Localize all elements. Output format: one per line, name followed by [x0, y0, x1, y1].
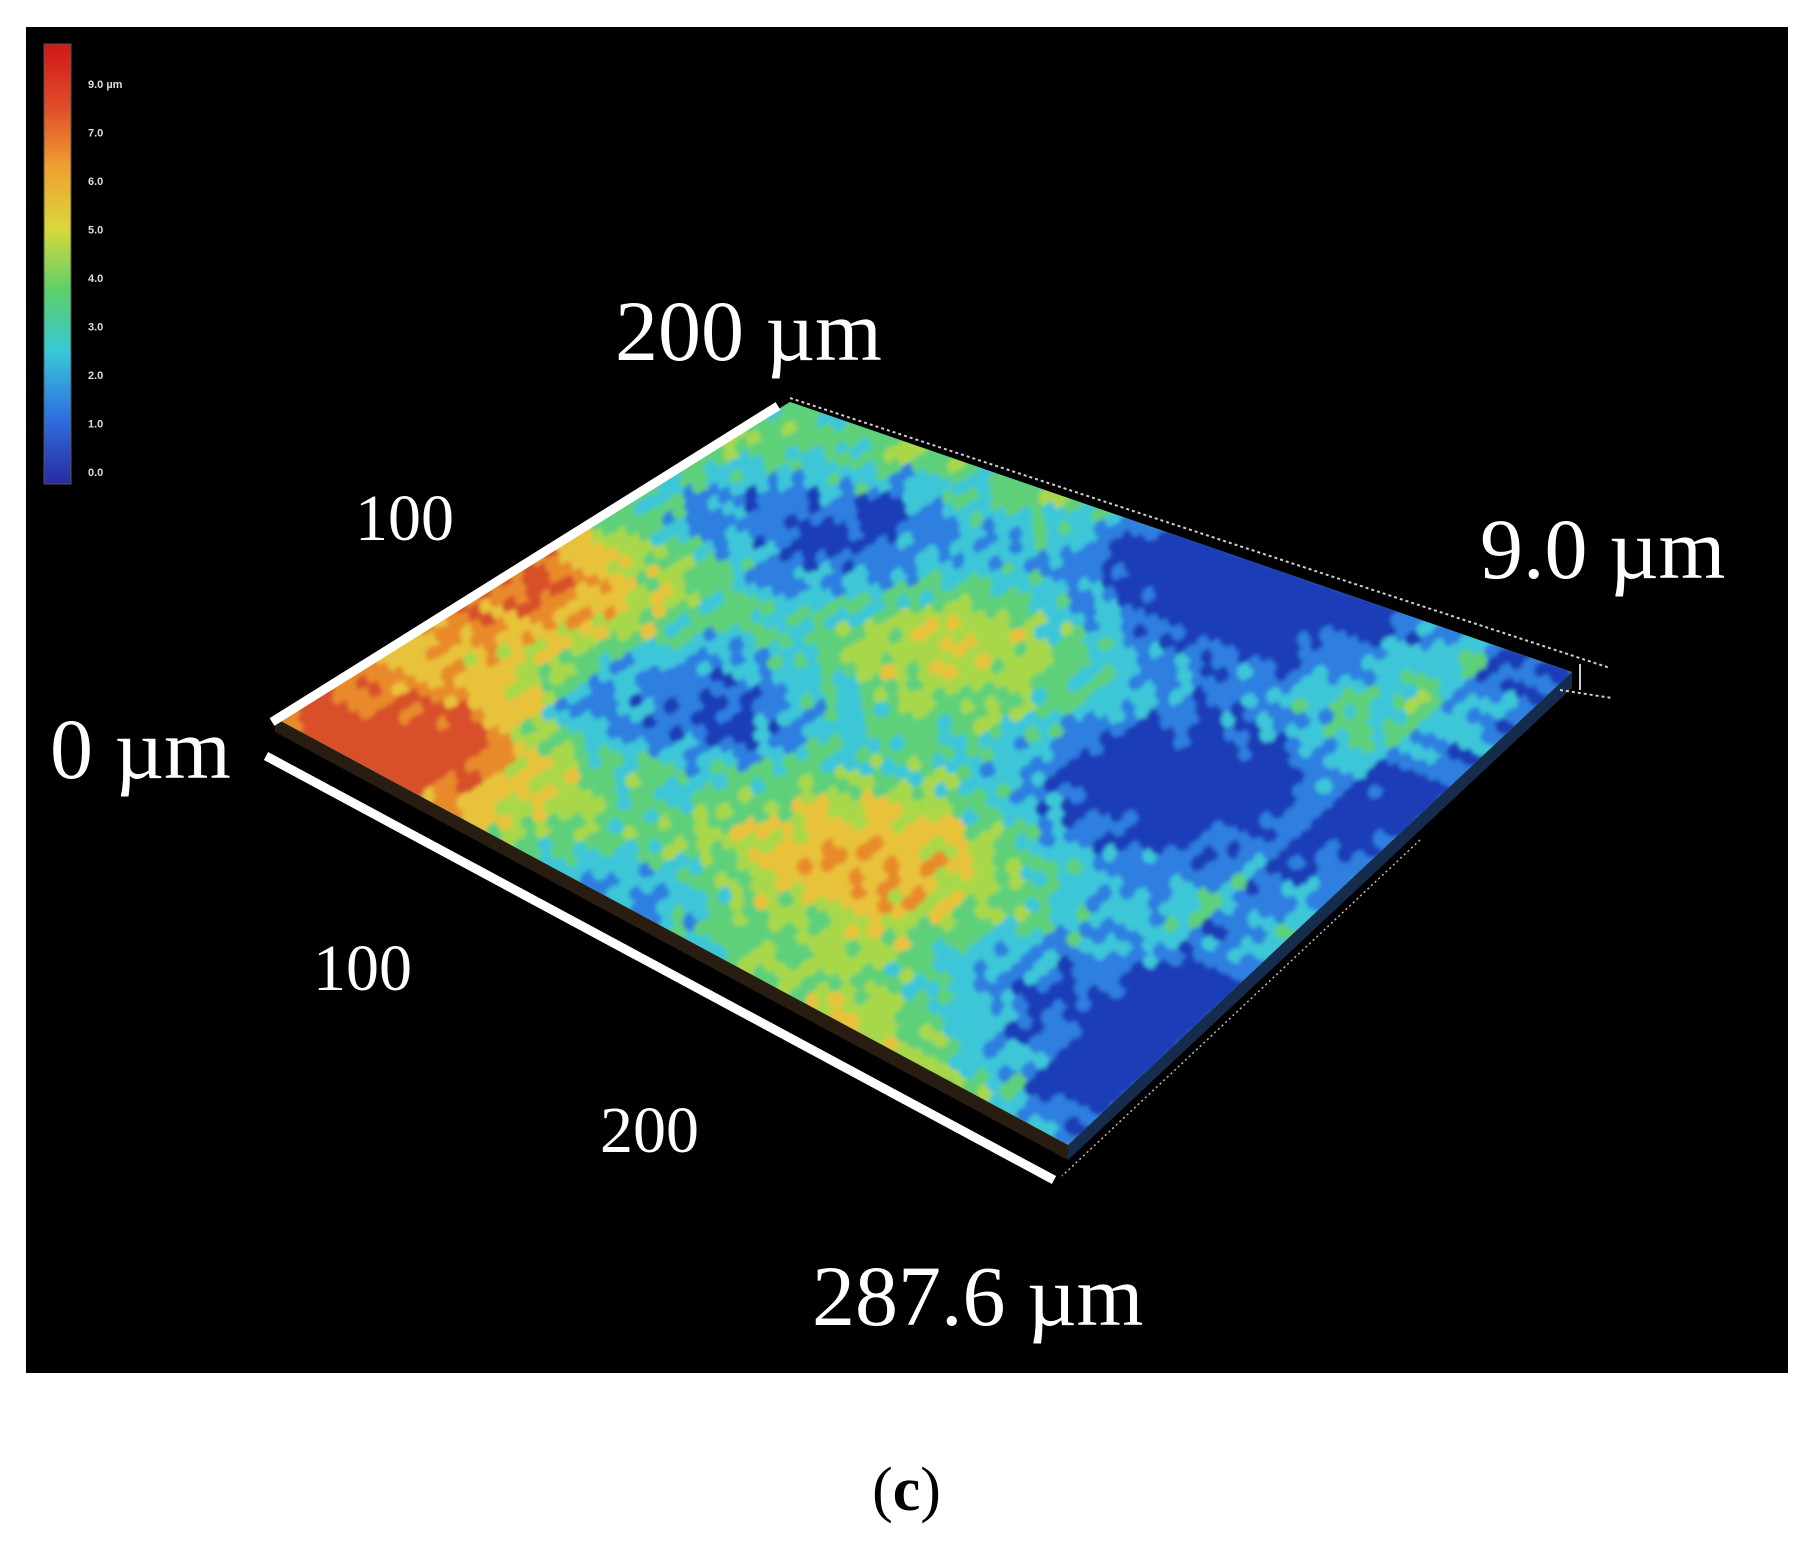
- caption-open: (: [872, 1456, 893, 1524]
- surface-plot: [275, 402, 1572, 1160]
- label-bottom-100: 100: [313, 932, 412, 1005]
- colorbar-tick-label: 2.0: [88, 370, 103, 382]
- colorbar: 9.0 µm 7.0 6.0 5.0 4.0 3.0 2.0 1.0 0.0: [43, 43, 123, 485]
- colorbar-gradient: [43, 43, 72, 485]
- caption-close: ): [920, 1456, 941, 1524]
- label-bottom-max: 287.6 µm: [812, 1248, 1143, 1344]
- axis-height-dotted-line: [1559, 689, 1613, 699]
- label-bottom-200: 200: [600, 1094, 699, 1167]
- caption-letter: c: [892, 1456, 921, 1524]
- colorbar-tick-label: 9.0 µm: [88, 79, 123, 91]
- surface-right-edge: [1068, 672, 1572, 1160]
- label-top-max: 200 µm: [615, 283, 882, 379]
- surface-texture: [275, 402, 1571, 1145]
- colorbar-tick-label: 7.0: [88, 128, 103, 140]
- colorbar-tick-label: 0.0: [88, 467, 103, 479]
- colorbar-tick-label: 5.0: [88, 225, 103, 237]
- axis-bottom-line: [263, 752, 1057, 1184]
- colorbar-tick-label: 6.0: [88, 176, 103, 188]
- colorbar-tick-label: 4.0: [88, 273, 103, 285]
- label-height-max: 9.0 µm: [1480, 501, 1725, 597]
- label-origin: 0 µm: [50, 701, 231, 797]
- axes: [263, 397, 1613, 1184]
- axis-top-line: [269, 402, 781, 726]
- figure-caption: (c): [0, 1455, 1813, 1526]
- colorbar-tick-label: 3.0: [88, 322, 103, 334]
- axis-right-dotted-line: [1061, 839, 1421, 1177]
- axis-labels: 200 µm 100 0 µm 100 200 287.6 µm 9.0 µm: [50, 283, 1725, 1344]
- colorbar-tick-label: 1.0: [88, 419, 103, 431]
- surface-front-edge: [275, 718, 1068, 1160]
- colorbar-tick-labels: 9.0 µm 7.0 6.0 5.0 4.0 3.0 2.0 1.0 0.0: [88, 79, 123, 479]
- label-top-mid: 100: [355, 482, 454, 555]
